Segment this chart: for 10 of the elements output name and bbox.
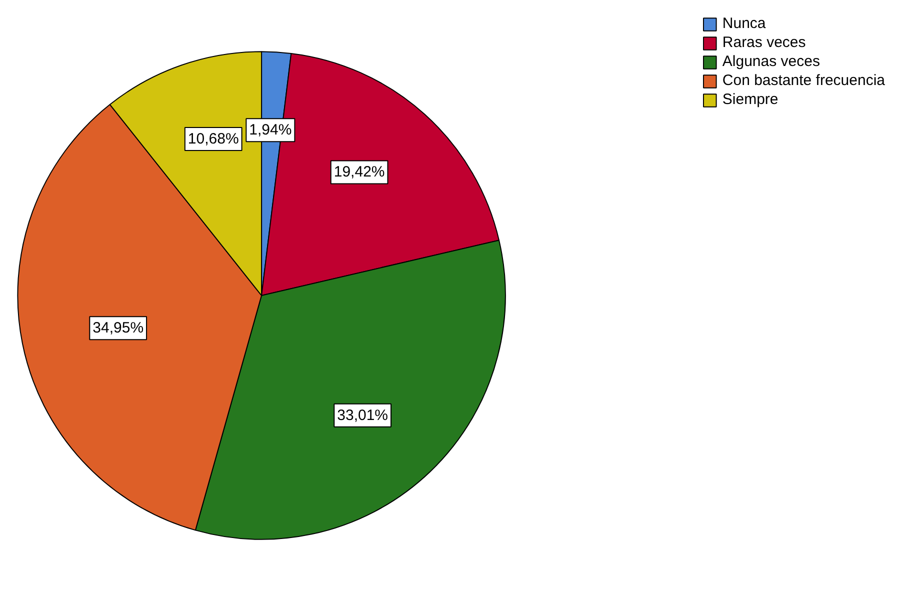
legend-label: Con bastante frecuencia — [722, 72, 885, 89]
legend-label: Raras veces — [722, 34, 806, 51]
legend-label: Siempre — [722, 91, 778, 108]
data-label: 1,94% — [249, 122, 292, 139]
data-label: 33,01% — [337, 406, 388, 424]
legend-label: Algunas veces — [722, 53, 820, 70]
data-label: 10,68% — [188, 130, 239, 148]
data-label: 34,95% — [92, 320, 144, 337]
legend-label: Nunca — [722, 15, 766, 32]
data-label: 19,42% — [334, 164, 385, 181]
